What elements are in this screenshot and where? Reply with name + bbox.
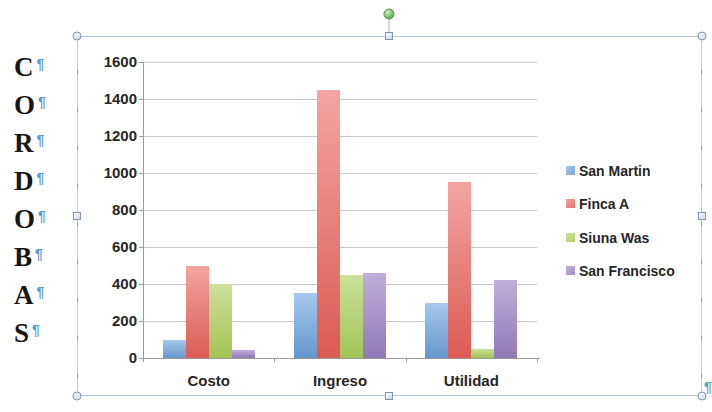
text-line: S¶ [14, 314, 62, 352]
rotation-handle-icon[interactable] [384, 9, 395, 20]
text-line: O¶ [14, 86, 62, 124]
y-axis-tick-label: 400 [87, 275, 137, 293]
legend-item-finca-a[interactable]: Finca A [566, 195, 696, 213]
bar-finca-a-costo[interactable] [186, 266, 209, 359]
legend-swatch-icon [566, 199, 575, 208]
legend-label: Siuna Was [579, 229, 649, 247]
paragraph-mark: ¶ [37, 284, 45, 300]
bar-san-martin-costo[interactable] [163, 340, 186, 359]
resize-handle-top-right[interactable] [698, 32, 707, 41]
gridline [143, 247, 537, 248]
paragraph-mark: ¶ [32, 322, 40, 338]
y-axis-tick-label: 200 [87, 312, 137, 330]
legend-label: San Martin [579, 162, 651, 180]
resize-handle-top-left[interactable] [73, 32, 82, 41]
text-line: D¶ [14, 162, 62, 200]
gridline [143, 99, 537, 100]
gridline [143, 136, 537, 137]
letter: O [14, 204, 35, 234]
bar-siuna-was-costo[interactable] [209, 284, 232, 358]
legend-swatch-icon [566, 233, 575, 242]
x-axis-line [143, 358, 540, 359]
resize-handle-bottom-left[interactable] [73, 392, 82, 401]
text-line: A¶ [14, 276, 62, 314]
resize-handle-left-mid[interactable] [73, 212, 81, 220]
y-axis-line [143, 62, 144, 358]
bar-siuna-was-ingreso[interactable] [340, 275, 363, 358]
chart-object-selection[interactable]: 0 200 400 600 800 1000 1200 1400 1600 Costo Ingres… [77, 36, 702, 396]
legend-label: San Francisco [579, 262, 675, 280]
gridline [143, 210, 537, 211]
paragraph-mark: ¶ [37, 132, 45, 148]
bar-san-francisco-utilidad[interactable] [494, 280, 517, 358]
y-axis-tick-label: 1000 [87, 164, 137, 182]
y-axis-tick-label: 0 [87, 349, 137, 367]
y-axis-tick-label: 1600 [87, 53, 137, 71]
paragraph-mark: ¶ [35, 246, 43, 262]
legend-item-siuna-was[interactable]: Siuna Was [566, 229, 696, 247]
document-page: C¶O¶R¶D¶O¶B¶A¶S¶ 02004006008001000120014… [0, 0, 712, 412]
y-axis-tick-label: 600 [87, 238, 137, 256]
letter: O [14, 90, 35, 120]
letter: S [14, 318, 29, 348]
letter: A [14, 280, 34, 310]
bar-san-francisco-ingreso[interactable] [363, 273, 386, 358]
letter: D [14, 166, 34, 196]
letter: R [14, 128, 34, 158]
gridline [143, 173, 537, 174]
text-line: R¶ [14, 124, 62, 162]
legend-label: Finca A [579, 195, 629, 213]
y-axis-tick-label: 1400 [87, 90, 137, 108]
gridline [143, 62, 537, 63]
bar-san-martin-ingreso[interactable] [294, 293, 317, 358]
paragraph-mark: ¶ [38, 208, 46, 224]
resize-handle-top-mid[interactable] [385, 32, 393, 40]
legend-item-san-francisco[interactable]: San Francisco [566, 262, 696, 280]
resize-handle-bottom-right[interactable] [698, 392, 707, 401]
y-axis-tick-label: 800 [87, 201, 137, 219]
paragraph-mark: ¶ [37, 56, 45, 72]
text-line: B¶ [14, 238, 62, 276]
text-line: C¶ [14, 48, 62, 86]
category-label: Utilidad [426, 372, 516, 390]
letter: C [14, 52, 34, 82]
letter: B [14, 242, 32, 272]
legend-item-san-martin[interactable]: San Martin [566, 162, 696, 180]
resize-handle-bottom-mid[interactable] [385, 392, 393, 400]
bar-siuna-was-utilidad[interactable] [471, 349, 494, 358]
paragraph-mark: ¶ [38, 94, 46, 110]
vertical-text-cordobas[interactable]: C¶O¶R¶D¶O¶B¶A¶S¶ [14, 48, 62, 352]
bar-san-martin-utilidad[interactable] [425, 303, 448, 359]
bar-san-francisco-costo[interactable] [232, 350, 255, 358]
bar-finca-a-ingreso[interactable] [317, 90, 340, 358]
text-line: O¶ [14, 200, 62, 238]
paragraph-mark: ¶ [37, 170, 45, 186]
legend-swatch-icon [566, 166, 575, 175]
resize-handle-right-mid[interactable] [698, 212, 706, 220]
legend-swatch-icon [566, 266, 575, 275]
category-label: Ingreso [295, 372, 385, 390]
category-label: Costo [164, 372, 254, 390]
y-axis-tick-label: 1200 [87, 127, 137, 145]
bar-finca-a-utilidad[interactable] [448, 182, 471, 358]
